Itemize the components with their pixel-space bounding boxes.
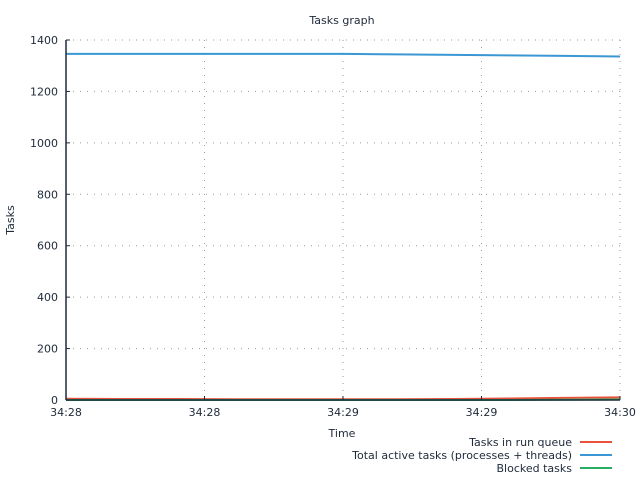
x-tick-label: 34:29 xyxy=(327,406,359,419)
legend-label: Tasks in run queue xyxy=(468,436,572,449)
grid xyxy=(66,39,621,400)
y-tick-label: 400 xyxy=(37,291,58,304)
y-tick-label: 1000 xyxy=(30,137,58,150)
x-tick-label: 34:29 xyxy=(466,406,498,419)
series-line-1 xyxy=(66,52,621,58)
y-axis-label: Tasks xyxy=(4,205,17,236)
legend-label: Blocked tasks xyxy=(497,462,573,475)
x-axis-label: Time xyxy=(328,427,356,440)
x-tick-labels: 34:28 34:28 34:29 34:29 34:30 xyxy=(50,406,636,419)
y-tick-label: 1200 xyxy=(30,85,58,98)
y-tick-label: 200 xyxy=(37,343,58,356)
chart-title: Tasks graph xyxy=(308,14,374,27)
x-tick-label: 34:30 xyxy=(604,406,636,419)
y-tick-label: 600 xyxy=(37,240,58,253)
y-tick-labels: 0 200 400 600 800 1000 1200 1400 xyxy=(30,34,58,407)
axes xyxy=(65,39,621,401)
y-tick-label: 1400 xyxy=(30,34,58,47)
y-tick-label: 0 xyxy=(51,394,58,407)
y-tick-label: 800 xyxy=(37,188,58,201)
x-tick-label: 34:28 xyxy=(50,406,82,419)
legend-label: Total active tasks (processes + threads) xyxy=(351,449,572,462)
x-tick-label: 34:28 xyxy=(189,406,221,419)
